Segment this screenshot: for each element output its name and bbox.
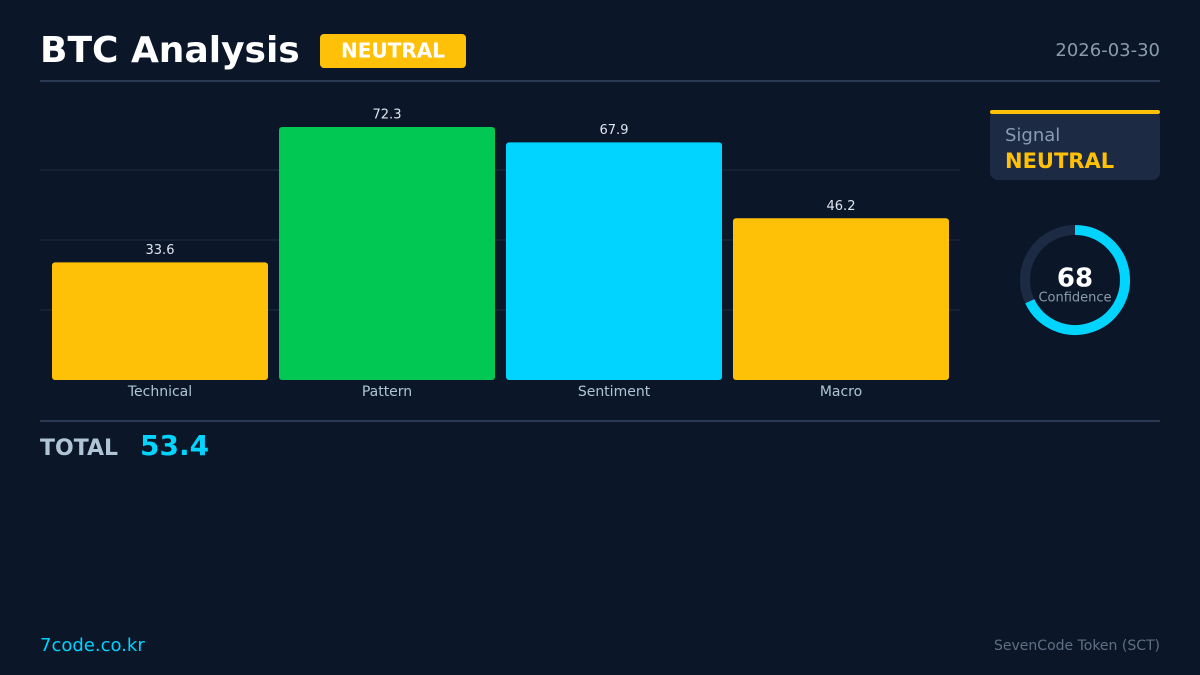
bar [733,218,949,380]
bar [506,142,722,380]
page-title: BTC Analysis [40,30,300,71]
x-tick-label: Technical [127,384,192,400]
total-label: TOTAL [40,436,118,461]
gauge-arc [1025,225,1130,335]
x-tick-label: Macro [820,384,862,400]
footer-site[interactable]: 7code.co.kr [40,635,145,656]
signal-label: Signal [1005,125,1060,146]
badge [320,34,466,68]
signal-accent [990,110,1160,114]
x-tick-label: Pattern [362,384,412,400]
date: 2026-03-30 [1055,40,1160,61]
footer-token: SevenCode Token (SCT) [994,638,1160,654]
signal-value: NEUTRAL [1005,149,1114,173]
gauge-value: 68 [1057,264,1093,294]
value-label: 46.2 [827,199,856,214]
value-label: 72.3 [373,107,402,122]
bar [279,126,495,380]
value-label: 33.6 [146,243,175,258]
x-tick-label: Sentiment [578,384,651,400]
value-label: 67.9 [600,123,629,138]
badge-text: NEUTRAL [341,39,445,63]
total-value: 53.4 [140,429,209,462]
signal-panel [990,110,1160,180]
gauge-label: Confidence [1038,291,1111,306]
bar [52,262,268,380]
